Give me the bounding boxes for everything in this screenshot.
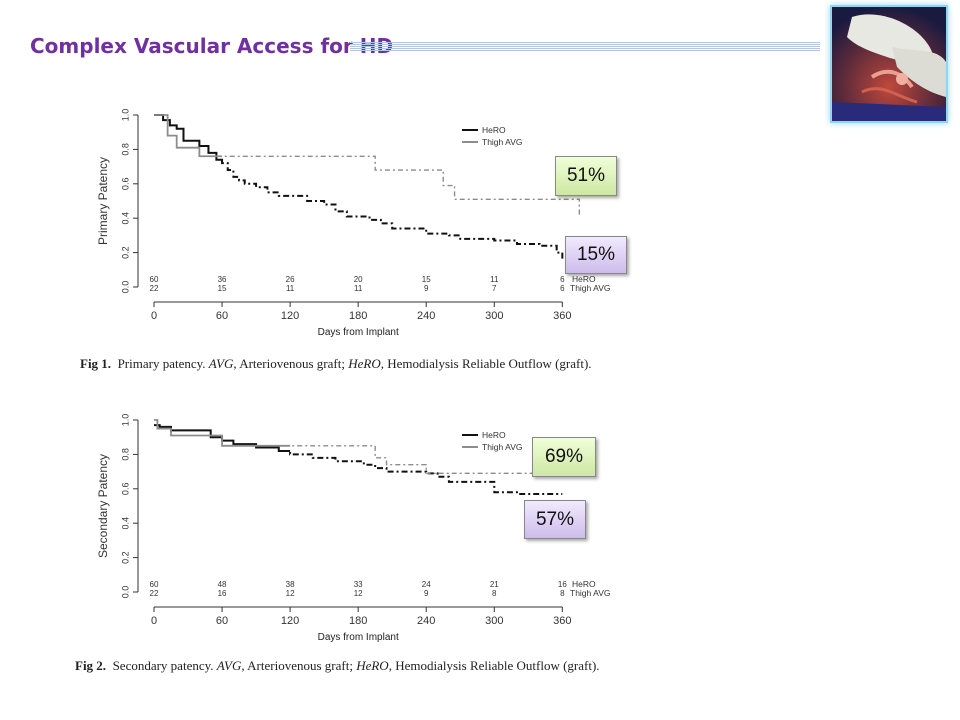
c1-at-risk-hero: 26 (286, 275, 295, 284)
c2-x-axis-label: Days from Implant (318, 632, 399, 643)
c2-at-risk-hero: 48 (218, 580, 227, 589)
c1-at-risk-thigh-avg: 7 (492, 284, 497, 293)
title-rule (350, 42, 820, 52)
c1-at-risk-hero: 15 (422, 275, 431, 284)
primary-patency-chart: 0.0 0.2 0.4 0.6 0.8 1.0 0 60 120 180 240 300 360 Days… (96, 109, 610, 338)
c1-series-thigh-avg-solid (154, 114, 223, 158)
c1-series-hero-dashed (222, 158, 564, 262)
c1-at-risk-hero: 6 (560, 275, 565, 284)
c1-at-risk-label-thigh-avg: Thigh AVG (570, 283, 610, 293)
c1-at-risk-label-hero: HeRO (572, 274, 596, 284)
c2-x-tick-label: 240 (417, 615, 435, 627)
c2-y-tick-label: 0.4 (120, 517, 130, 530)
c1-x-tick-label: 0 (151, 310, 157, 322)
c1-x-tick-label: 360 (553, 310, 571, 322)
c1-legend-label: HeRO (482, 125, 506, 135)
c2-at-risk-hero: 24 (422, 580, 431, 589)
c2-x-tick-label: 180 (349, 615, 367, 627)
hero-primary-badge: 15% (565, 236, 627, 274)
c1-y-tick-label: 0.8 (120, 143, 130, 156)
c2-x-tick-label: 120 (281, 615, 299, 627)
c1-legend-label: Thigh AVG (482, 137, 522, 147)
c1-series-hero-solid (154, 114, 223, 165)
c1-x-tick-label: 120 (281, 310, 299, 322)
figure-1-caption: Fig 1. Primary patency. AVG, Arterioveno… (80, 356, 592, 371)
c2-x-tick-label: 0 (151, 615, 157, 627)
c2-y-tick-label: 0.2 (120, 551, 130, 564)
figure-2-caption: Fig 2. Secondary patency. AVG, Arteriove… (75, 658, 600, 673)
c1-y-tick-label: 0.4 (120, 212, 130, 225)
c2-at-risk-hero: 60 (150, 580, 159, 589)
c2-y-tick-label: 0.6 (120, 483, 130, 496)
c2-at-risk-thigh-avg: 16 (218, 589, 227, 598)
c1-series-thigh-avg-dashed (222, 155, 581, 217)
c2-series-thigh-avg-solid (154, 419, 291, 447)
c2-at-risk-thigh-avg: 12 (354, 589, 363, 598)
c2-at-risk-thigh-avg: 12 (286, 589, 295, 598)
slide-title: Complex Vascular Access for HD (30, 34, 394, 58)
c1-at-risk-hero: 20 (354, 275, 363, 284)
c2-at-risk-thigh-avg: 8 (492, 589, 497, 598)
c1-at-risk-thigh-avg: 11 (286, 284, 295, 293)
c2-y-tick-label: 0.8 (120, 448, 130, 461)
c1-y-axis-label: Primary Patency (96, 157, 110, 245)
c2-at-risk-hero: 21 (490, 580, 499, 589)
c1-y-tick-label: 0.0 (120, 281, 130, 294)
c1-x-tick-label: 180 (349, 310, 367, 322)
c2-at-risk-thigh-avg: 9 (424, 589, 429, 598)
c2-y-tick-label: 1.0 (120, 414, 130, 427)
c2-x-tick-label: 300 (485, 615, 503, 627)
c2-at-risk-hero: 38 (286, 580, 295, 589)
c2-at-risk-label-thigh-avg: Thigh AVG (570, 588, 610, 598)
c1-at-risk-thigh-avg: 22 (150, 284, 159, 293)
c2-x-tick-label: 60 (216, 615, 228, 627)
c2-at-risk-hero: 33 (354, 580, 363, 589)
c2-at-risk-thigh-avg: 22 (150, 589, 159, 598)
c2-series-hero-solid (154, 424, 291, 456)
c1-y-tick-label: 0.6 (120, 178, 130, 191)
surgery-photo-icon (830, 5, 948, 123)
c1-at-risk-thigh-avg: 15 (218, 284, 227, 293)
c1-x-tick-label: 240 (417, 310, 435, 322)
c1-at-risk-thigh-avg: 9 (424, 284, 429, 293)
c1-at-risk-hero: 11 (490, 275, 499, 284)
c2-x-tick-label: 360 (553, 615, 571, 627)
c2-at-risk-label-hero: HeRO (572, 579, 596, 589)
c1-y-tick-label: 0.2 (120, 246, 130, 259)
secondary-patency-chart: 0.0 0.2 0.4 0.6 0.8 1.0 0 60 120 180 240 300 360 Days… (96, 414, 610, 643)
thigh-avg-secondary-badge: 69% (532, 437, 596, 477)
c1-x-axis-label: Days from Implant (318, 327, 399, 338)
c1-x-tick-label: 300 (485, 310, 503, 322)
c1-at-risk-hero: 60 (150, 275, 159, 284)
c2-legend-label: HeRO (482, 430, 506, 440)
c1-x-tick-label: 60 (216, 310, 228, 322)
thigh-avg-primary-badge: 51% (555, 156, 617, 196)
c2-y-axis-label: Secondary Patency (96, 454, 110, 558)
c2-legend-label: Thigh AVG (482, 442, 522, 452)
c1-at-risk-thigh-avg: 6 (560, 284, 565, 293)
c2-at-risk-hero: 16 (558, 580, 567, 589)
c1-y-tick-label: 1.0 (120, 109, 130, 122)
c1-at-risk-thigh-avg: 11 (354, 284, 363, 293)
c1-at-risk-hero: 36 (218, 275, 227, 284)
c2-at-risk-thigh-avg: 8 (560, 589, 565, 598)
c2-y-tick-label: 0.0 (120, 586, 130, 599)
c2-series-thigh-avg-dashed (290, 445, 540, 475)
hero-secondary-badge: 57% (524, 500, 586, 539)
